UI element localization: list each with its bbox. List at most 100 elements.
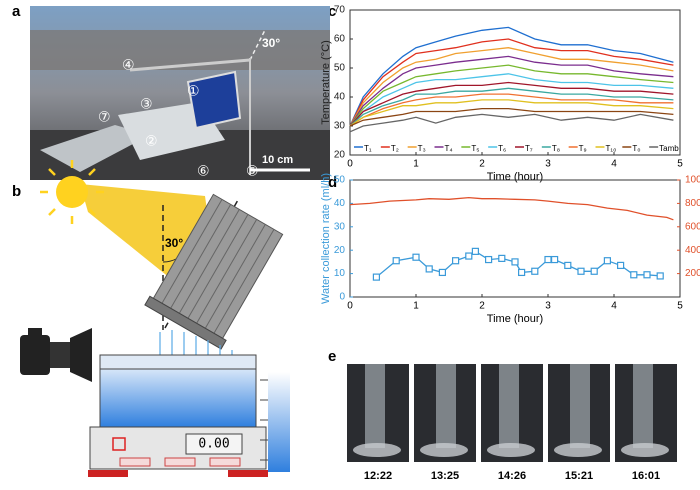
data-point <box>511 258 519 266</box>
legend-label: T₁₀ <box>606 144 617 153</box>
base <box>420 443 468 457</box>
y-tick-label: 600 <box>685 221 700 232</box>
y-tick-label: 0 <box>339 292 345 303</box>
data-point <box>603 257 612 265</box>
series-line <box>349 87 674 127</box>
data-point <box>485 255 493 264</box>
base <box>554 443 602 457</box>
y-tick-label: 30 <box>334 121 346 132</box>
series-line <box>349 55 674 127</box>
x-tick-label: 4 <box>611 301 617 312</box>
cylinder <box>633 364 653 448</box>
y-tick-label: 50 <box>334 63 346 74</box>
y-tick-label: 30 <box>334 221 346 232</box>
x-tick-label: 2 <box>479 301 485 312</box>
y-axis-label: Temperature (°C) <box>320 40 332 124</box>
base <box>487 443 535 457</box>
series-line <box>349 73 674 127</box>
cylinder <box>570 364 590 448</box>
x-tick-label: 4 <box>611 159 617 170</box>
y-tick-label: 60 <box>334 34 346 45</box>
x-axis-label: Time (hour) <box>487 313 543 325</box>
series-line <box>349 64 674 127</box>
panel-label: b <box>12 183 21 200</box>
data-point <box>616 261 625 270</box>
y-tick-label: 20 <box>334 150 346 161</box>
data-point <box>465 252 473 260</box>
series-line <box>349 107 674 127</box>
series-line <box>349 99 674 127</box>
series-line <box>349 38 674 127</box>
panel-label: c <box>328 3 336 20</box>
display-reading: 0.00 <box>198 437 229 452</box>
x-tick-label: 5 <box>677 159 683 170</box>
series-line <box>349 81 674 127</box>
x-axis-label: Time (hour) <box>487 171 543 183</box>
data-point <box>590 267 598 275</box>
data-point <box>564 261 572 270</box>
legend-label: T₁ <box>364 144 372 153</box>
series-line <box>349 113 674 133</box>
marker-label: ⑦ <box>98 109 111 125</box>
data-point <box>544 255 552 264</box>
base <box>353 443 401 457</box>
legend-label: T₉ <box>579 144 587 153</box>
y-tick-label: 1000 <box>685 175 700 186</box>
scale-label: 10 cm <box>262 154 293 166</box>
legend-label: Tamb <box>659 144 679 153</box>
data-point <box>577 267 585 275</box>
y-tick-label: 40 <box>334 198 346 209</box>
data-point <box>630 271 638 279</box>
data-point <box>643 271 651 279</box>
angle-label: 30° <box>262 36 280 50</box>
legend-label: T₇ <box>525 144 533 153</box>
y-tick-label: 20 <box>334 245 346 256</box>
y-tick-label: 40 <box>334 92 346 103</box>
time-label: 13:25 <box>431 470 459 482</box>
legend-label: T₃ <box>418 144 426 153</box>
series-line <box>349 196 674 221</box>
legend-label: T₆ <box>498 144 506 153</box>
legend-label: T₀ <box>632 144 640 153</box>
series-line <box>349 26 674 127</box>
data-point <box>517 268 526 277</box>
legend-label: T₄ <box>445 144 453 153</box>
data-point <box>438 268 446 277</box>
data-point <box>392 257 400 265</box>
y-tick-label: 70 <box>334 5 346 16</box>
panel-label: e <box>328 348 336 365</box>
y-tick-label: 50 <box>334 175 346 186</box>
y-tick-label: 800 <box>685 198 700 209</box>
time-label: 12:22 <box>364 470 392 482</box>
diagram <box>20 160 290 477</box>
x-tick-label: 0 <box>347 301 353 312</box>
marker-label: ③ <box>140 96 153 112</box>
photo <box>30 6 330 180</box>
data-point <box>412 253 420 261</box>
time-label: 14:26 <box>498 470 526 482</box>
data-point <box>531 267 539 275</box>
data-point <box>550 255 559 264</box>
time-label: 16:01 <box>632 470 660 482</box>
legend-label: T₈ <box>552 144 560 153</box>
plot-frame <box>349 9 681 156</box>
y-tick-label: 200 <box>685 268 700 279</box>
series-line <box>349 47 674 127</box>
marker-label: ④ <box>122 57 135 73</box>
cylinder <box>365 364 385 448</box>
x-tick-label: 0 <box>347 159 353 170</box>
data-point <box>425 265 433 273</box>
marker-label: ⑤ <box>246 163 259 179</box>
y-tick-label: 10 <box>334 268 346 279</box>
data-point <box>498 254 506 262</box>
marker-label: ② <box>145 133 158 149</box>
panel-label: d <box>328 174 337 191</box>
legend-label: T₅ <box>471 144 479 153</box>
plot-frame <box>349 179 681 298</box>
marker-label: ① <box>187 83 200 99</box>
x-tick-label: 2 <box>479 159 485 170</box>
x-tick-label: 3 <box>545 301 551 312</box>
cylinder <box>436 364 456 448</box>
